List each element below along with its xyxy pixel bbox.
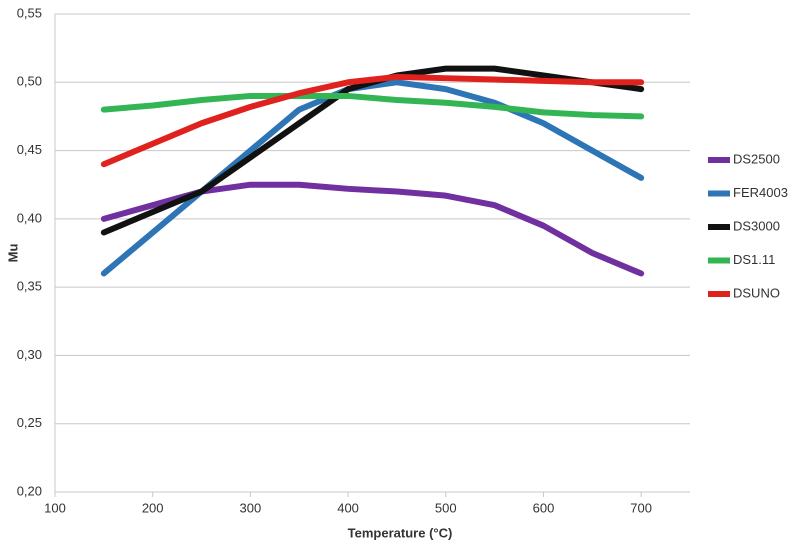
legend-label: FER4003 [733,185,788,200]
x-tick-label: 200 [142,500,164,515]
legend-label: DS1.11 [733,252,775,267]
y-tick-label: 0,35 [17,279,42,294]
y-tick-label: 0,20 [17,483,42,498]
legend-label: DS3000 [733,218,780,233]
series-line [100,73,645,168]
y-tick-label: 0,55 [17,5,42,20]
legend-label: DSUNO [733,285,780,300]
y-tick-label: 0,25 [17,415,42,430]
x-tick-label: 100 [44,500,66,515]
series-line [100,79,645,277]
x-tick-label: 600 [533,500,555,515]
x-tick-label: 300 [240,500,262,515]
x-axis-label: Temperature (°C) [348,525,453,540]
y-axis-label: Mu [5,244,20,263]
x-tick-label: 400 [337,500,359,515]
x-tick-label: 500 [435,500,457,515]
x-tick-label: 700 [630,500,652,515]
legend-label: DS2500 [733,151,780,166]
y-tick-label: 0,50 [17,74,42,89]
y-tick-label: 0,40 [17,210,42,225]
y-tick-label: 0,45 [17,142,42,157]
series-line [100,92,645,120]
y-tick-label: 0,30 [17,347,42,362]
